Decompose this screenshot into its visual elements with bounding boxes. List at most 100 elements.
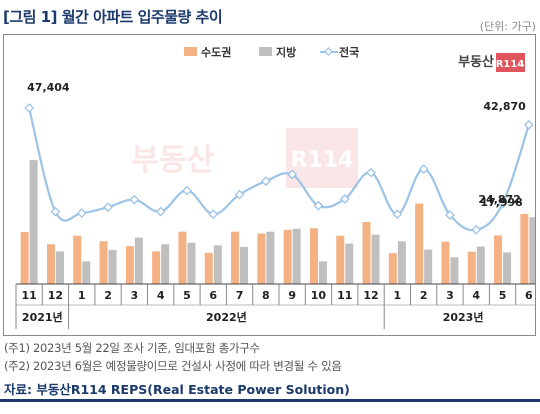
bar-capital [231, 231, 240, 284]
bar-capital [415, 203, 424, 284]
chart-svg: 부동산 R114 수도권 지방 전국 부동산 R114 47,40442,87024… [15, 45, 535, 329]
watermark-logo-text: 부동산 [131, 143, 214, 178]
x-tick-label: 2 [420, 289, 428, 302]
x-tick-label: 12 [48, 289, 63, 302]
national-point [182, 185, 192, 196]
bar-capital [152, 251, 161, 284]
national-point [392, 209, 403, 220]
x-tick-label: 11 [21, 289, 36, 302]
national-point [24, 103, 35, 113]
x-tick-label: 3 [446, 289, 454, 302]
national-point [313, 200, 324, 211]
bar-regional [82, 261, 91, 284]
x-tick-label: 4 [472, 289, 480, 302]
national-point [129, 194, 140, 205]
x-tick-label: 12 [363, 289, 378, 302]
x-tick-label: 3 [131, 289, 139, 302]
bar-capital [125, 246, 134, 284]
legend-swatch-1 [259, 47, 272, 56]
x-tick-label: 1 [394, 289, 402, 302]
bar-regional [503, 252, 512, 284]
bar-capital [46, 244, 55, 284]
national-point [260, 176, 271, 187]
x-tick-label: 9 [288, 289, 296, 302]
national-line [28, 107, 530, 232]
bar-regional [450, 257, 459, 284]
x-tick-label: 6 [525, 289, 533, 302]
brand-logo-text: 부동산 [458, 54, 494, 70]
national-point [234, 189, 245, 200]
source-label: 자료: 부동산R114 REPS(Real Estate Power Solut… [4, 382, 350, 397]
bar-regional [318, 261, 327, 284]
x-tick-label: 6 [209, 289, 217, 302]
bar-capital [257, 233, 266, 284]
legend-marker [324, 47, 333, 56]
watermark-logo-badge [286, 128, 358, 188]
bar-capital [362, 222, 371, 284]
x-tick-label: 8 [262, 289, 270, 302]
bar-regional [161, 244, 170, 284]
bar-regional [476, 246, 485, 284]
bar-regional [134, 237, 143, 284]
national-point [155, 206, 166, 217]
x-tick-label: 5 [499, 289, 507, 302]
national-point [103, 202, 113, 213]
x-tick-label: 5 [183, 289, 191, 302]
national-point [445, 210, 455, 220]
bar-regional [29, 160, 38, 284]
national-point [497, 198, 508, 209]
bar-capital [467, 251, 476, 284]
year-group-label: 2022년 [206, 310, 247, 324]
x-tick-label: 2 [104, 289, 112, 302]
bar-capital [20, 232, 29, 284]
bar-capital [73, 235, 82, 284]
national-point [76, 208, 87, 218]
bar-capital [204, 252, 213, 284]
bar-regional [55, 251, 64, 284]
footnote-1: (주1) 2023년 5월 22일 조사 기준, 임대포함 총가구수 [4, 341, 260, 355]
bar-regional [240, 246, 249, 284]
bar-regional [266, 231, 275, 284]
x-tick-label: 4 [157, 289, 165, 302]
bar-capital [99, 241, 108, 284]
national-point [471, 224, 482, 235]
data-label: 17,998 [480, 196, 522, 209]
bar-capital [494, 235, 503, 284]
bar-capital [388, 253, 397, 284]
x-tick-label: 1 [78, 289, 86, 302]
x-tick-label: 11 [337, 289, 352, 302]
bar-regional [213, 245, 222, 284]
data-label: 24,872 [478, 193, 520, 206]
brand-logo: 부동산 R114 [458, 53, 525, 72]
brand-logo-badge [496, 53, 525, 72]
chart-frame [3, 34, 536, 336]
brand-logo-badge-text: R114 [496, 59, 525, 70]
bar-capital [309, 228, 318, 284]
bar-regional [397, 241, 406, 284]
national-point [50, 206, 61, 217]
watermark-logo: 부동산 R114 [131, 128, 358, 188]
data-label: 47,404 [27, 81, 70, 94]
national-point [366, 167, 376, 178]
data-label: 42,870 [483, 100, 526, 113]
chart-legend: 수도권 지방 전국 [184, 45, 359, 59]
bar-capital [178, 231, 187, 284]
legend-label-2: 전국 [339, 45, 359, 59]
bar-regional [371, 234, 380, 284]
x-tick-label: 10 [311, 289, 327, 302]
national-point [339, 194, 350, 204]
legend-label-1: 지방 [276, 45, 296, 59]
bar-capital [520, 213, 529, 284]
unit-label: (단위: 가구) [479, 20, 536, 33]
bottom-divider [0, 399, 540, 402]
bar-capital [441, 241, 450, 284]
year-group-label: 2023년 [443, 310, 484, 324]
year-group-label: 2021년 [22, 310, 63, 324]
bar-regional [424, 249, 433, 284]
bar-regional [187, 242, 196, 284]
legend-label-0: 수도권 [201, 46, 231, 59]
footnote-2: (주2) 2023년 6월은 예정물량이므로 건설사 사정에 따라 변경될 수 … [4, 359, 342, 373]
x-tick-label: 7 [236, 289, 244, 302]
bar-regional [292, 228, 301, 284]
national-point [287, 169, 298, 180]
